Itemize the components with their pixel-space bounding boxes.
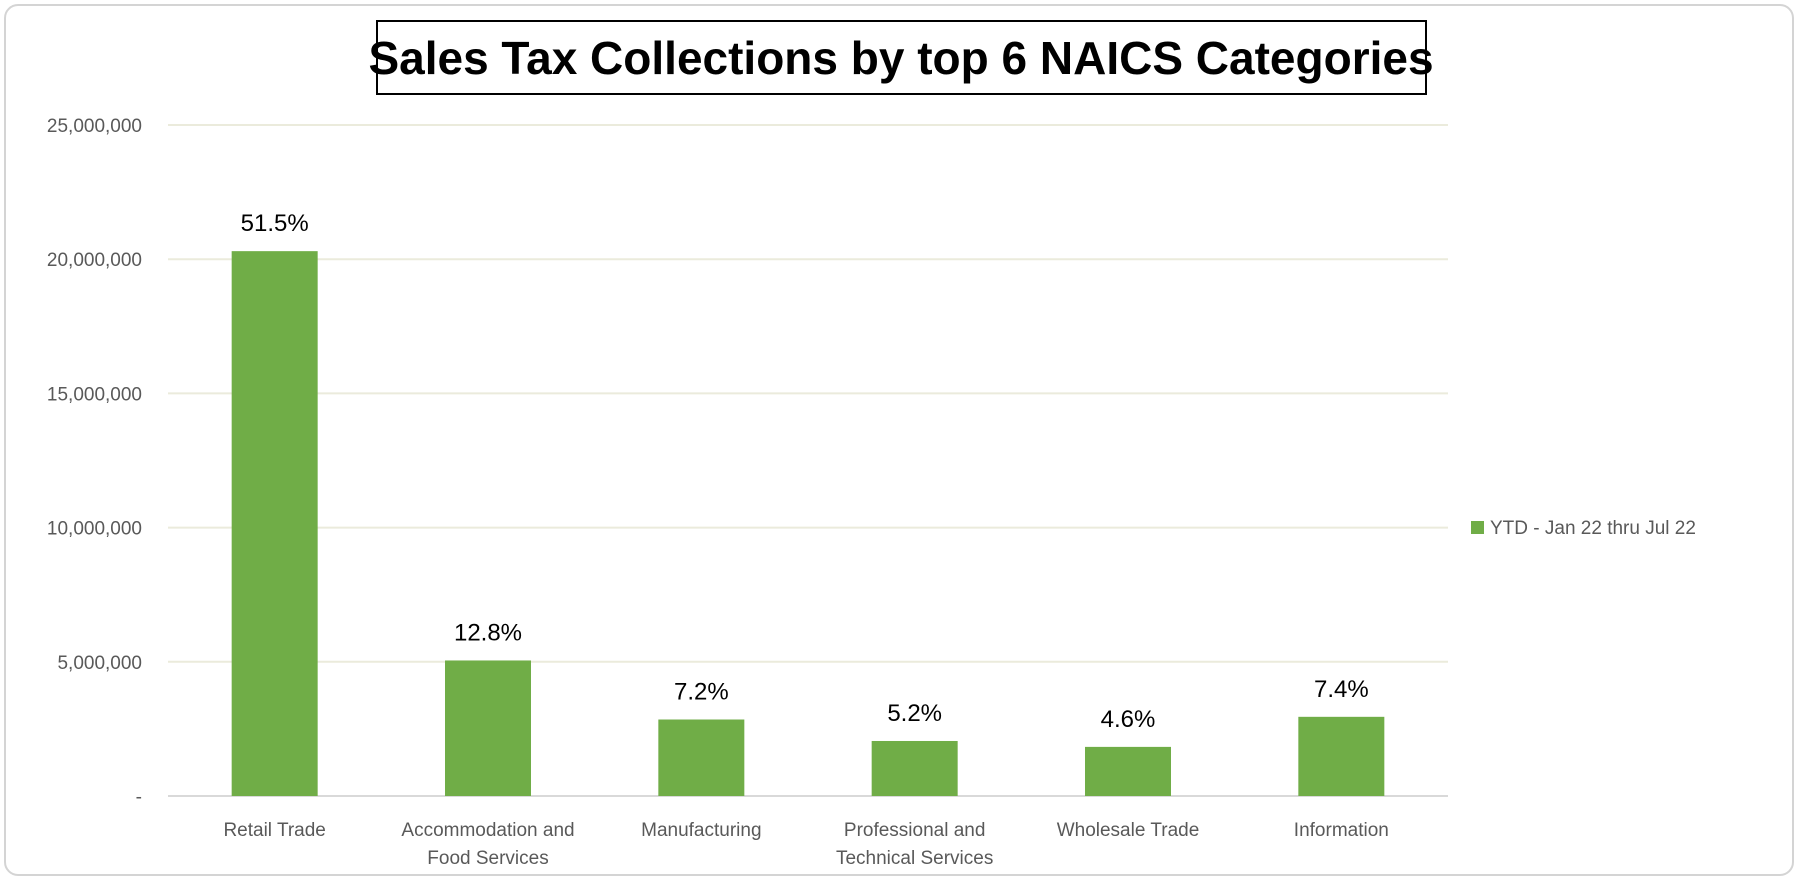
bar <box>445 660 531 796</box>
bar <box>231 251 318 796</box>
y-tick-label: 15,000,000 <box>47 384 142 405</box>
x-tick-label: Manufacturing <box>641 820 761 841</box>
x-tick-label: Technical Services <box>836 848 993 869</box>
x-tick-label: Food Services <box>427 848 548 869</box>
y-axis: - 5,000,000 10,000,000 15,000,000 20,000,000… <box>47 116 142 808</box>
legend-label: YTD - Jan 22 thru Jul 22 <box>1490 518 1696 539</box>
bars <box>231 251 1385 796</box>
chart-title-box <box>376 20 1427 95</box>
gridlines <box>168 124 1448 797</box>
chart-title: Sales Tax Collections by top 6 NAICS Cat… <box>368 20 1434 95</box>
chart-title-text: Sales Tax Collections by top 6 NAICS Cat… <box>368 32 1433 84</box>
legend-swatch <box>1471 521 1484 534</box>
x-axis: Retail Trade Accommodation and Food Servic… <box>223 820 1388 869</box>
data-label: 7.2% <box>674 679 729 706</box>
y-tick-label: 20,000,000 <box>47 250 142 271</box>
data-label: 51.5% <box>241 210 309 237</box>
y-tick-label: 5,000,000 <box>57 653 142 674</box>
legend: YTD - Jan 22 thru Jul 22 <box>1471 518 1696 539</box>
data-labels: 51.5% 12.8% 7.2% 5.2% 4.6% 7.4% <box>241 210 1369 733</box>
x-tick-label: Professional and <box>844 820 986 841</box>
bar <box>1298 716 1385 796</box>
data-label: 4.6% <box>1101 706 1156 733</box>
data-label: 12.8% <box>454 619 522 646</box>
data-label: 7.4% <box>1314 676 1369 703</box>
x-tick-label: Wholesale Trade <box>1057 820 1200 841</box>
y-tick-label: 10,000,000 <box>47 519 142 540</box>
y-tick-label: - <box>136 787 142 808</box>
x-tick-label: Retail Trade <box>223 820 325 841</box>
bar <box>1085 746 1171 796</box>
x-tick-label: Accommodation and <box>401 820 574 841</box>
x-tick-label: Information <box>1294 820 1389 841</box>
bar <box>871 740 958 796</box>
y-tick-label: 25,000,000 <box>47 116 142 137</box>
data-label: 5.2% <box>887 700 942 727</box>
bar <box>658 719 745 796</box>
